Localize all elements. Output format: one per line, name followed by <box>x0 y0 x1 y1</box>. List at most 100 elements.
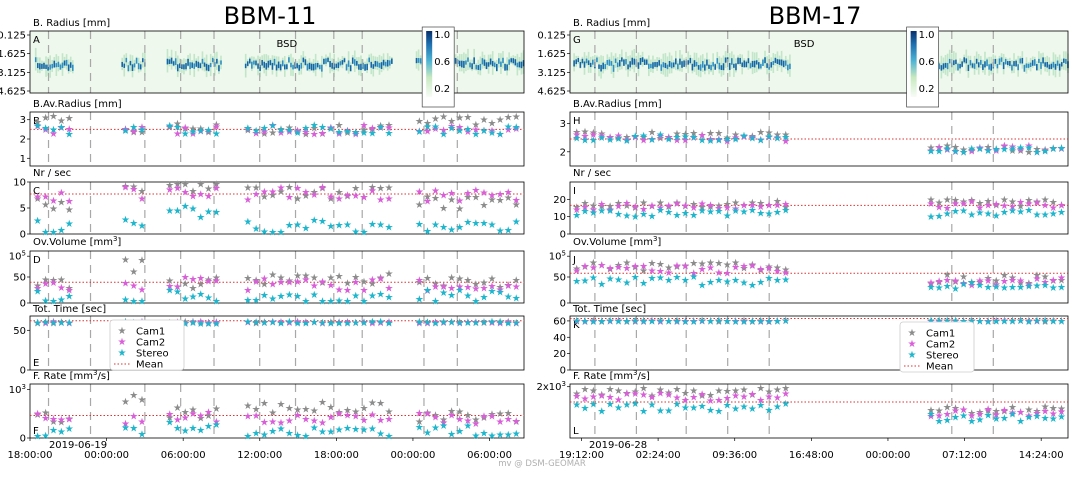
stereo-point: ★ <box>423 428 432 439</box>
cam2-point: ★ <box>698 199 707 210</box>
cam1-point: ★ <box>781 383 790 394</box>
cam2-point: ★ <box>748 133 757 144</box>
cam2-point: ★ <box>959 199 968 210</box>
cam2-point: ★ <box>260 418 269 429</box>
cam1-point: ★ <box>975 144 984 155</box>
cam1-point: ★ <box>773 385 782 396</box>
stereo-point: ★ <box>49 125 58 136</box>
cam1-point: ★ <box>706 129 715 140</box>
stereo-point: ★ <box>129 123 138 134</box>
cam2-point: ★ <box>606 392 615 403</box>
cam1-point: ★ <box>673 262 682 273</box>
cam1-point: ★ <box>614 386 623 397</box>
stereo-point: ★ <box>479 293 488 304</box>
stereo-point: ★ <box>268 427 277 438</box>
cam1-point: ★ <box>268 128 277 139</box>
stereo-point: ★ <box>748 404 757 415</box>
stereo-point: ★ <box>1057 207 1066 218</box>
legend-marker-cam2: ★ <box>118 337 127 348</box>
stereo-point: ★ <box>589 317 598 328</box>
stereo-point: ★ <box>1032 412 1041 423</box>
cam2-point: ★ <box>243 285 252 296</box>
y-tick-label: 0 <box>560 230 566 241</box>
stereo-point: ★ <box>165 286 174 297</box>
heatmap-y-tick: 1.625 <box>537 49 566 60</box>
stereo-point: ★ <box>189 127 198 138</box>
cam1-point: ★ <box>384 318 393 329</box>
cam2-point: ★ <box>781 316 790 327</box>
stereo-point: ★ <box>318 297 327 308</box>
stereo-point: ★ <box>739 278 748 289</box>
cam2-point: ★ <box>656 317 665 328</box>
y-tick-label: 5 <box>20 204 26 215</box>
cam2-point: ★ <box>376 195 385 206</box>
stereo-point: ★ <box>673 132 682 143</box>
stereo-point: ★ <box>1024 206 1033 217</box>
stereo-point: ★ <box>681 132 690 143</box>
cam1-point: ★ <box>277 273 286 284</box>
stereo-point: ★ <box>631 212 640 223</box>
cam2-point: ★ <box>243 195 252 206</box>
cam2-point: ★ <box>351 318 360 329</box>
stereo-point: ★ <box>984 317 993 328</box>
stereo-point: ★ <box>572 133 581 144</box>
cam1-point: ★ <box>639 266 648 277</box>
cam1-point: ★ <box>268 317 277 328</box>
cam2-point: ★ <box>1041 146 1050 157</box>
cam2-point: ★ <box>647 392 656 403</box>
cam1-point: ★ <box>1032 317 1041 328</box>
cam2-point: ★ <box>673 199 682 210</box>
x-axis: 18:00:00 00:00:00 06:00:00 12:00:00 18:00:00… <box>8 438 512 461</box>
cam1-point: ★ <box>975 408 984 419</box>
cam2-point: ★ <box>212 122 221 133</box>
stereo-point: ★ <box>471 297 480 308</box>
cam2-point: ★ <box>959 405 968 416</box>
cam2-point: ★ <box>681 395 690 406</box>
stereo-point: ★ <box>1057 282 1066 293</box>
cam1-point: ★ <box>343 191 352 202</box>
panel-a-ylabel: B. Radius [mm] <box>33 18 110 29</box>
x-tick-label: 19:12:00 <box>559 450 604 461</box>
cam1-point: ★ <box>647 258 656 269</box>
cam2-point: ★ <box>756 202 765 213</box>
stereo-point: ★ <box>1049 414 1058 425</box>
x-tick-label: 06:00:00 <box>467 450 512 461</box>
stereo-point: ★ <box>622 400 631 411</box>
cam2-point: ★ <box>1000 316 1009 327</box>
cam1-point: ★ <box>293 127 302 138</box>
stereo-point: ★ <box>504 318 513 329</box>
stereo-point: ★ <box>975 281 984 292</box>
cam2-point: ★ <box>360 192 369 203</box>
stereo-point: ★ <box>504 122 513 133</box>
cam2-point: ★ <box>512 318 521 329</box>
stereo-point: ★ <box>173 423 182 434</box>
cam1-point: ★ <box>165 122 174 133</box>
cam2-point: ★ <box>689 203 698 214</box>
x-date-label: 2019-06-19 <box>49 440 107 451</box>
stereo-point: ★ <box>455 285 464 296</box>
cam1-point: ★ <box>992 276 1001 287</box>
stereo-point: ★ <box>959 148 968 159</box>
stereo-point: ★ <box>614 209 623 220</box>
cam2-point: ★ <box>33 409 42 420</box>
cam1-point: ★ <box>992 406 1001 417</box>
cam2-point: ★ <box>597 261 606 272</box>
cam1-point: ★ <box>488 410 497 421</box>
cam1-point: ★ <box>512 417 521 428</box>
stereo-point: ★ <box>196 319 205 330</box>
stereo-point: ★ <box>1008 409 1017 420</box>
stereo-point: ★ <box>681 276 690 287</box>
cam1-point: ★ <box>1032 407 1041 418</box>
stereo-point: ★ <box>773 134 782 145</box>
cam1-point: ★ <box>260 129 269 140</box>
cam2-point: ★ <box>689 317 698 328</box>
cam2-point: ★ <box>439 318 448 329</box>
stereo-point: ★ <box>137 125 146 136</box>
stereo-point: ★ <box>455 126 464 137</box>
stereo-point: ★ <box>318 123 327 134</box>
stereo-point: ★ <box>384 432 393 443</box>
cam2-point: ★ <box>496 130 505 141</box>
cam1-point: ★ <box>589 258 598 269</box>
cam1-point: ★ <box>496 115 505 126</box>
